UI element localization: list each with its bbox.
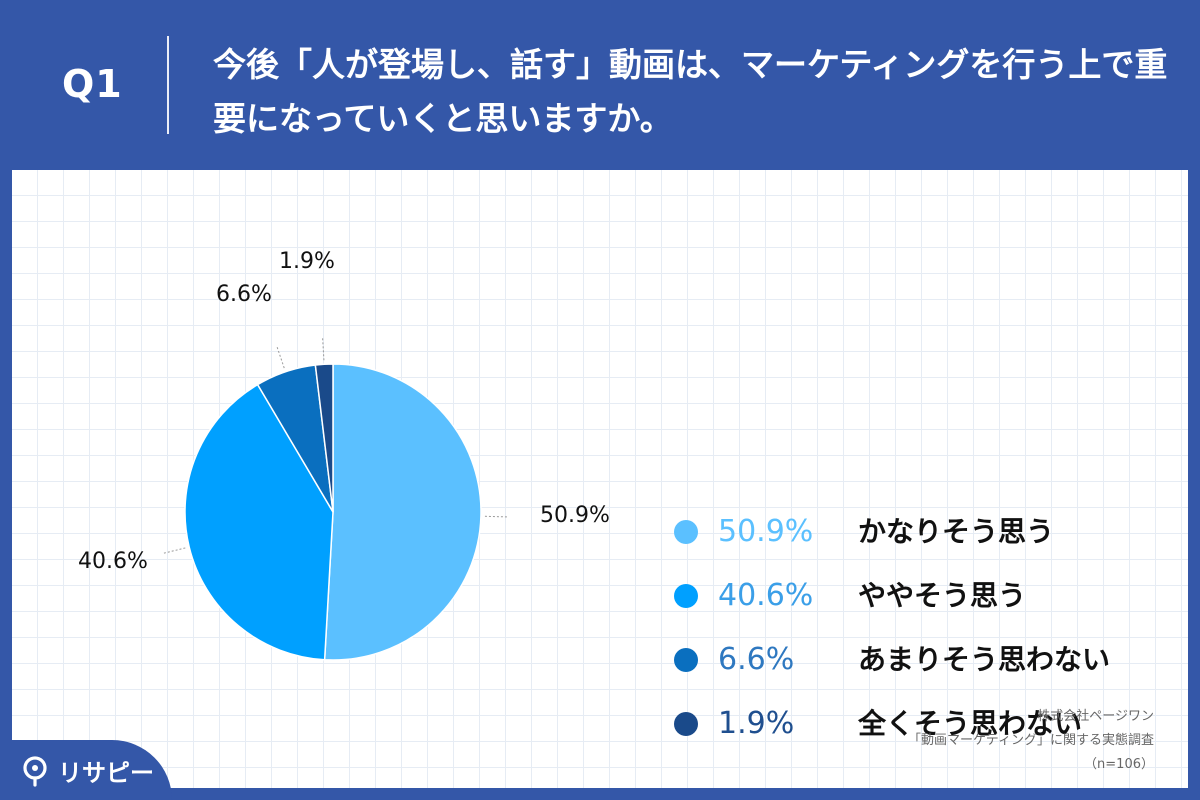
legend-label: あまりそう思わない xyxy=(858,643,1111,676)
header-divider xyxy=(167,36,169,134)
pie-chart: 50.9% 40.6% 6.6% 1.9% xyxy=(78,249,610,661)
legend-value: 6.6% xyxy=(718,642,795,677)
legend-item: 6.6% あまりそう思わない xyxy=(674,638,1154,702)
legend-item: 40.6% ややそう思う xyxy=(674,574,1154,638)
question-text: 今後「人が登場し、話す」動画は、マーケティングを行う上で重要になっていくと思いま… xyxy=(213,45,1168,138)
data-label: 1.9% xyxy=(279,249,335,274)
data-label: 50.9% xyxy=(540,503,610,528)
logo: リサピー xyxy=(0,740,172,800)
credit: 株式会社ページワン 「動画マーケティング」に関する実態調査 （n=106） xyxy=(794,705,1154,777)
legend-value: 1.9% xyxy=(718,706,795,741)
pie-slice xyxy=(314,363,334,513)
logo-text: リサピー xyxy=(58,759,154,787)
legend-label: ややそう思う xyxy=(858,579,1027,612)
leader-line xyxy=(276,345,285,369)
data-label: 6.6% xyxy=(216,282,272,307)
legend-dot xyxy=(674,584,698,608)
credit-company: 株式会社ページワン xyxy=(1037,709,1154,724)
legend: 50.9% かなりそう思う 40.6% ややそう思う 6.6% あまりそう思わな… xyxy=(674,510,1154,766)
pie-slice xyxy=(184,383,334,661)
chart-card: 50.9% 40.6% 6.6% 1.9% 50.9% かなりそう思う 40.6% や… xyxy=(12,170,1188,788)
legend-label: 全くそう思わない xyxy=(858,707,1083,740)
legend-dot xyxy=(674,648,698,672)
legend-item: 1.9% 全くそう思わない xyxy=(674,702,1154,766)
credit-survey: 「動画マーケティング」に関する実態調査 xyxy=(908,733,1154,748)
legend-value: 40.6% xyxy=(718,578,814,613)
header: Q1 今後「人が登場し、話す」動画は、マーケティングを行う上で重要になっていくと… xyxy=(0,0,1200,170)
leader-line xyxy=(322,336,325,361)
legend-dot xyxy=(674,520,698,544)
question-number: Q1 xyxy=(62,62,123,106)
data-label: 40.6% xyxy=(78,549,148,574)
logo-pin-icon xyxy=(23,756,47,787)
legend-label: かなりそう思う xyxy=(858,515,1055,548)
credit-sample-size: （n=106） xyxy=(1084,757,1154,772)
leader-line xyxy=(161,547,186,555)
pie-slice xyxy=(323,363,482,661)
leader-line xyxy=(484,515,509,518)
legend-value: 50.9% xyxy=(718,514,814,549)
legend-dot xyxy=(674,712,698,736)
legend-item: 50.9% かなりそう思う xyxy=(674,510,1154,574)
